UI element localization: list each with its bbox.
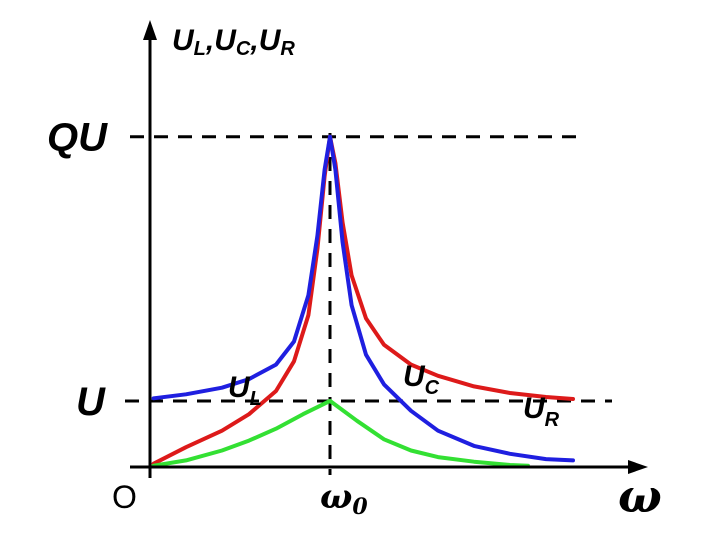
curves [151,134,575,468]
qu-tick-label: QU [47,116,108,160]
guide-lines [125,133,612,475]
ul-curve [151,134,575,463]
labels: UL,UC,UR QU U O ω0 ω UL UC UR [47,24,662,523]
y-axis-title: UL,UC,UR [172,24,295,60]
x-axis-title: ω [618,469,662,523]
ur-series-label: UR [523,392,560,431]
ul-series-label: UL [228,371,262,410]
ur-curve [151,398,530,468]
axes [130,20,648,478]
u-tick-label: U [76,380,106,424]
omega0-tick-label: ω0 [320,477,368,520]
x-axis-arrow [628,460,648,474]
uc-series-label: UC [403,360,440,399]
uc-curve [151,134,575,466]
origin-label: O [112,479,137,515]
y-axis-arrow [143,20,157,40]
